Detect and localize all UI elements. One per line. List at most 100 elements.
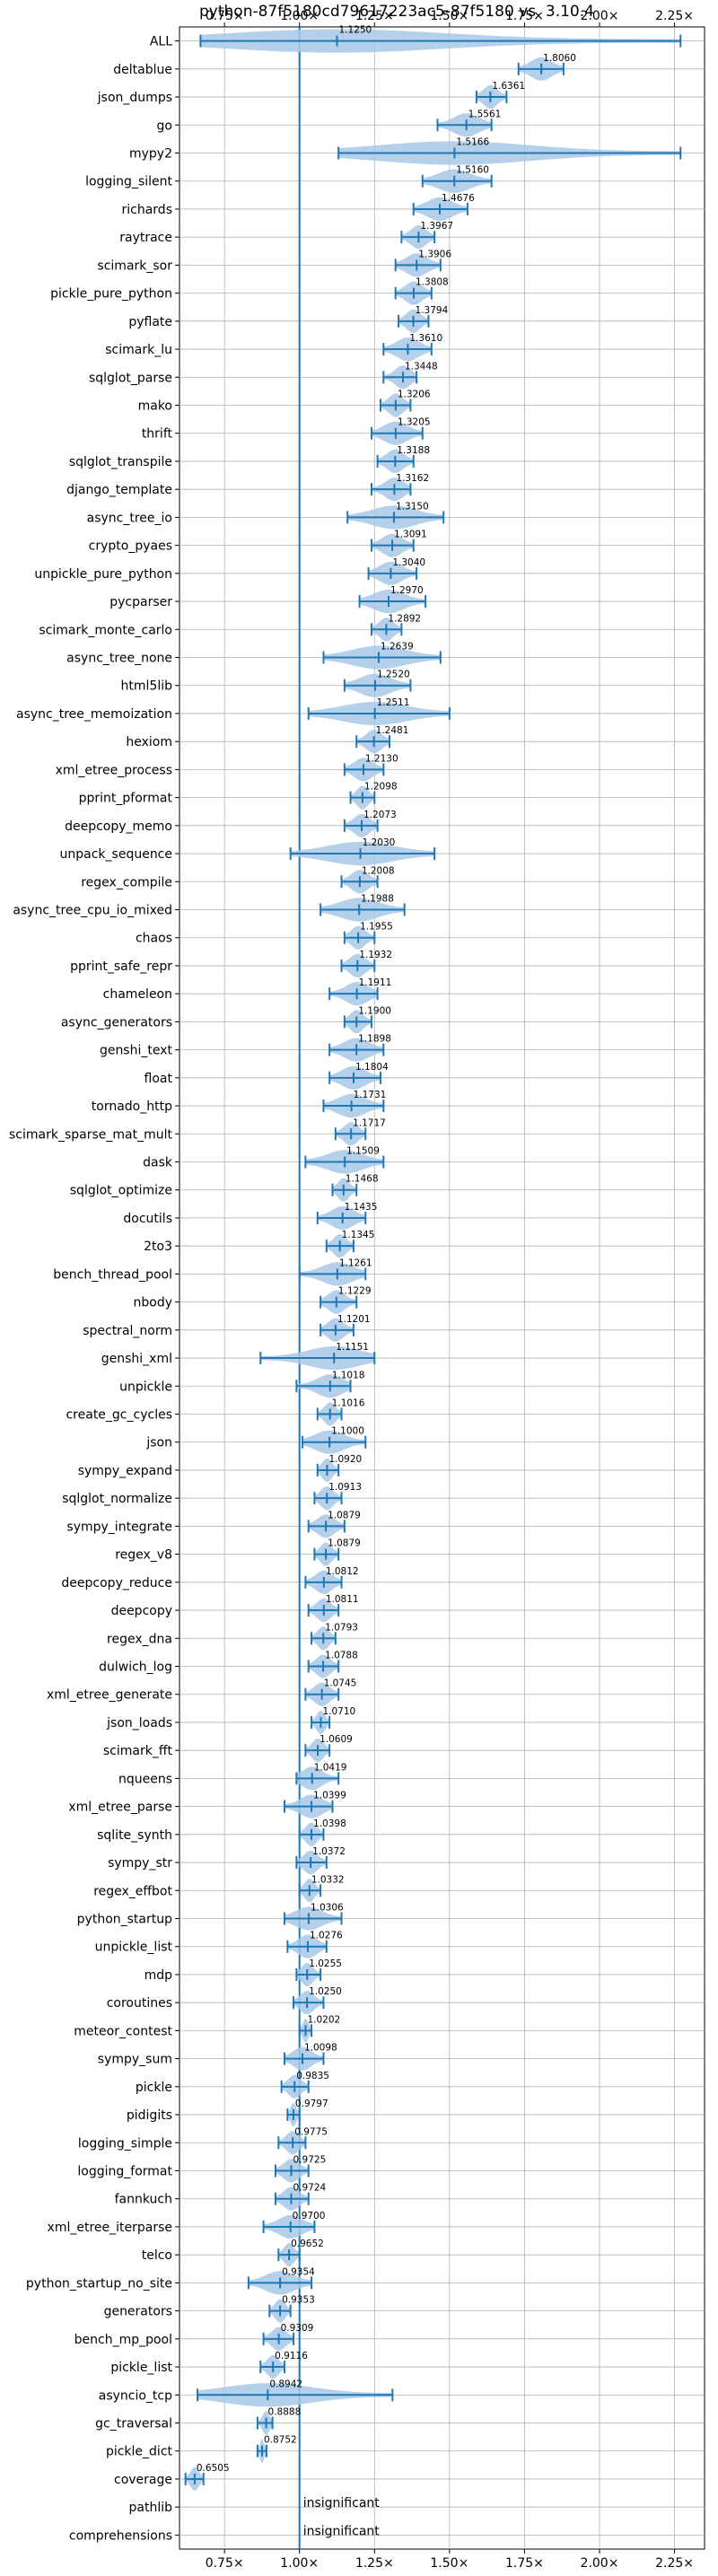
benchmark-label: thrift: [142, 427, 173, 442]
benchmark-label: sympy_integrate: [66, 1520, 172, 1534]
benchmark-label: xml_etree_process: [56, 763, 172, 777]
benchmark-label: pprint_safe_repr: [70, 959, 172, 974]
value-label: 1.1261: [339, 1257, 372, 1268]
value-label: 0.9353: [282, 2295, 315, 2306]
benchmark-label: python_startup_no_site: [26, 2276, 172, 2291]
value-label: 1.1804: [355, 1062, 389, 1073]
x-tick-label-bottom: 1.25×: [355, 2556, 394, 2571]
benchmark-label: pathlib: [129, 2501, 173, 2515]
value-label: 1.1151: [336, 1342, 369, 1353]
benchmark-label: deltablue: [113, 63, 172, 77]
x-tick-label-top: 2.00×: [581, 9, 619, 23]
benchmark-label: django_template: [66, 483, 172, 497]
value-label: 1.0811: [326, 1594, 359, 1605]
benchmark-label: async_tree_memoization: [16, 707, 172, 722]
x-tick-label-top: 2.25×: [655, 9, 694, 23]
benchmark-label: genshi_text: [100, 1044, 173, 1058]
value-label: 1.0879: [328, 1510, 361, 1520]
benchmark-label: spectral_norm: [83, 1324, 172, 1338]
value-label: 1.3205: [398, 417, 431, 428]
benchmark-label: scimark_fft: [103, 1744, 173, 1758]
value-label: 1.1717: [353, 1117, 386, 1128]
value-label: 1.2098: [364, 782, 398, 793]
value-label: 0.9725: [293, 2155, 327, 2166]
value-label: 1.0255: [309, 1958, 342, 1969]
value-label: 0.9700: [293, 2211, 326, 2221]
value-label: 1.0812: [326, 1566, 359, 1577]
value-label: 1.0202: [307, 2014, 340, 2025]
benchmark-label: pickle_pure_python: [50, 287, 172, 302]
value-label: 1.8060: [543, 53, 576, 64]
benchmark-label: dask: [143, 1156, 173, 1170]
value-label: 1.0250: [309, 1986, 342, 1997]
value-label: 0.6505: [197, 2463, 230, 2474]
x-tick-label-bottom: 1.00×: [280, 2556, 319, 2571]
benchmark-label: unpickle_list: [95, 1941, 173, 1955]
value-label: 1.2008: [362, 865, 395, 876]
value-label: 1.5160: [456, 165, 489, 176]
benchmark-label: gc_traversal: [95, 2417, 172, 2431]
value-label: 1.0788: [325, 1651, 358, 1661]
benchmark-label: generators: [104, 2305, 172, 2319]
value-label: 1.0745: [324, 1678, 357, 1689]
value-label: 1.0399: [313, 1791, 346, 1801]
value-label: 1.2520: [377, 670, 410, 680]
value-label: 1.4676: [442, 193, 475, 204]
value-label: 0.9354: [282, 2266, 315, 2277]
x-tick-label-top: 1.50×: [430, 9, 468, 23]
benchmark-label: pyflate: [128, 315, 172, 329]
benchmark-label: unpickle: [119, 1380, 172, 1394]
benchmark-label: nbody: [134, 1296, 173, 1310]
benchmark-label: pprint_pformat: [79, 792, 173, 806]
value-label: 0.8942: [269, 2379, 302, 2389]
benchmark-label: ALL: [150, 35, 172, 49]
benchmark-label: genshi_xml: [101, 1352, 172, 1366]
benchmark-label: create_gc_cycles: [66, 1408, 172, 1423]
benchmark-label: deepcopy_memo: [65, 819, 172, 834]
benchmark-label: go: [157, 118, 172, 133]
plot-frame: [179, 26, 705, 2550]
benchmark-label: xml_etree_iterparse: [48, 2221, 172, 2235]
value-label: 1.3448: [405, 361, 438, 372]
benchmark-label: asyncio_tcp: [99, 2388, 172, 2403]
value-label: 1.0332: [311, 1874, 345, 1885]
x-tick-label-bottom: 1.75×: [505, 2556, 544, 2571]
value-label: 1.0398: [313, 1818, 346, 1829]
value-label: 0.8888: [268, 2407, 302, 2418]
benchmark-label: deepcopy: [111, 1604, 172, 1618]
benchmark-label: bench_mp_pool: [74, 2333, 172, 2347]
benchmark-label: json: [145, 1436, 172, 1450]
benchmark-label: meteor_contest: [74, 2024, 172, 2038]
benchmark-label: python_startup: [77, 1913, 172, 1927]
value-label: 1.0913: [328, 1482, 362, 1493]
value-label: 0.9116: [275, 2351, 308, 2361]
value-label: 0.9835: [296, 2071, 329, 2081]
benchmark-label: mdp: [144, 1968, 173, 1983]
value-label: 1.0609: [320, 1734, 353, 1745]
x-tick-label-bottom: 2.25×: [655, 2556, 694, 2571]
benchmark-label: logging_silent: [85, 175, 172, 189]
benchmark-label: nqueens: [118, 1772, 172, 1786]
benchmark-label: 2to3: [144, 1240, 172, 1254]
value-label: 1.1345: [342, 1230, 375, 1240]
value-label: 1.2892: [388, 613, 421, 624]
value-label: 1.1731: [354, 1090, 387, 1100]
value-label: 1.0710: [322, 1706, 355, 1717]
value-label: 1.2481: [376, 725, 409, 736]
benchmark-label: async_tree_none: [66, 652, 172, 666]
benchmark-label: sympy_expand: [78, 1464, 172, 1478]
benchmark-label: json_dumps: [97, 91, 172, 105]
benchmark-label: scimark_monte_carlo: [39, 623, 172, 637]
benchmark-label: logging_simple: [78, 2136, 172, 2151]
benchmark-label: async_generators: [61, 1015, 172, 1030]
value-label: 1.3040: [392, 557, 425, 568]
x-tick-label-top: 1.00×: [280, 9, 319, 23]
x-tick-label-top: 0.75×: [206, 9, 244, 23]
value-label: 1.3206: [398, 390, 431, 400]
benchmark-label: coroutines: [107, 1996, 172, 2011]
benchmark-label: scimark_sparse_mat_mult: [9, 1127, 172, 1142]
value-label: 1.1509: [346, 1146, 380, 1157]
benchmark-label: dulwich_log: [99, 1660, 172, 1675]
x-tick-label-bottom: 1.50×: [430, 2556, 468, 2571]
